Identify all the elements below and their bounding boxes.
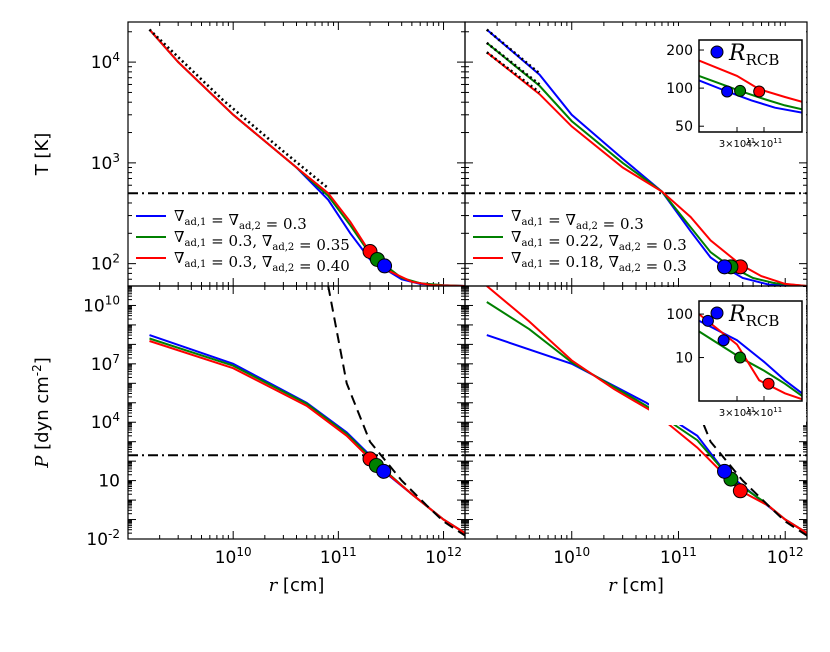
x-axis-label: r [cm] bbox=[269, 575, 325, 596]
rcb-marker bbox=[377, 258, 393, 274]
series-line bbox=[149, 334, 465, 534]
y-tick-label: 104 bbox=[91, 410, 120, 433]
inset-background bbox=[649, 287, 806, 425]
rcb-marker bbox=[376, 463, 392, 479]
axes-frame bbox=[127, 285, 466, 540]
panel-bottom-left: 10-2 10 104 107 1010 1010 1011 1012 P [dyn cm-2]… bbox=[30, 285, 466, 596]
y-tick-label: 104 bbox=[91, 50, 120, 73]
series-line bbox=[327, 286, 465, 537]
x-tick-label: 1012 bbox=[425, 545, 462, 568]
legend-entry: ∇ad,1 = ∇ad,2 = 0.3 bbox=[174, 207, 307, 233]
x-tick-label: 1011 bbox=[320, 545, 357, 568]
inset-x-tick-label: 3×1011 bbox=[719, 406, 755, 419]
inset-legend-label: RRCB bbox=[728, 302, 779, 330]
inset-series-line bbox=[699, 330, 802, 397]
series-line bbox=[485, 41, 541, 86]
x-tick-label: 1011 bbox=[660, 545, 697, 568]
legend-entry: ∇ad,1 = ∇ad,2 = 0.3 bbox=[511, 207, 644, 233]
inset-frame bbox=[698, 300, 803, 402]
inset-rcb-marker bbox=[721, 85, 734, 98]
legend: ∇ad,1 = ∇ad,2 = 0.3∇ad,1 = 0.22, ∇ad,2 =… bbox=[473, 207, 687, 275]
y-tick-label: 10-2 bbox=[86, 527, 120, 550]
inset-rcb-marker bbox=[762, 377, 775, 390]
rcb-marker bbox=[717, 463, 733, 479]
inset-rcb-marker bbox=[734, 351, 747, 364]
x-axis-label: r [cm] bbox=[608, 575, 664, 596]
series-line bbox=[486, 51, 807, 286]
series-line bbox=[148, 28, 465, 286]
inset-y-tick-label: 50 bbox=[675, 119, 693, 135]
inset-rcb-marker bbox=[734, 84, 747, 97]
inset-rcb-marker bbox=[717, 334, 730, 347]
series-line bbox=[149, 337, 465, 534]
legend-entry: ∇ad,1 = 0.18, ∇ad,2 = 0.3 bbox=[511, 249, 687, 275]
y-tick-label: 107 bbox=[91, 352, 120, 375]
y-tick-label: 102 bbox=[91, 252, 120, 275]
rcb-marker bbox=[732, 483, 748, 499]
series-line bbox=[486, 28, 807, 286]
series-line bbox=[485, 28, 541, 75]
x-tick-label: 1010 bbox=[553, 545, 590, 568]
series-line bbox=[149, 340, 465, 534]
inset-x-tick-label: 4×1011 bbox=[746, 137, 782, 150]
legend-entry: ∇ad,1 = 0.3, ∇ad,2 = 0.40 bbox=[174, 249, 350, 275]
inset-x-tick-label: 3×1011 bbox=[719, 137, 755, 150]
y-tick-label: 103 bbox=[91, 151, 120, 174]
y-axis-label: T [K] bbox=[32, 133, 53, 177]
inset-y-tick-label: 10 bbox=[675, 351, 693, 367]
panel-top-right: ∇ad,1 = ∇ad,2 = 0.3∇ad,1 = 0.22, ∇ad,2 =… bbox=[464, 21, 808, 287]
y-axis-label: P [dyn cm-2] bbox=[30, 357, 53, 469]
series-line bbox=[148, 28, 330, 190]
inset-series-line bbox=[699, 79, 802, 114]
inset-y-tick-label: 200 bbox=[666, 43, 693, 59]
axes-frame bbox=[464, 285, 808, 540]
y-tick-label: 1010 bbox=[83, 293, 120, 316]
inset-x-tick-label: 4×1011 bbox=[746, 406, 782, 419]
x-tick-label: 1010 bbox=[215, 545, 252, 568]
inset-y-tick-label: 100 bbox=[666, 81, 693, 97]
legend: ∇ad,1 = ∇ad,2 = 0.3∇ad,1 = 0.3, ∇ad,2 = … bbox=[136, 207, 350, 275]
x-tick-label: 1012 bbox=[767, 545, 804, 568]
legend-entry: ∇ad,1 = 0.22, ∇ad,2 = 0.3 bbox=[511, 228, 687, 254]
inset-legend-marker bbox=[710, 306, 724, 320]
series-line bbox=[486, 42, 807, 286]
rcb-marker bbox=[717, 259, 733, 275]
inset-rcb-marker bbox=[753, 85, 766, 98]
inset-frame bbox=[698, 39, 803, 133]
inset-rcb-marker bbox=[701, 314, 714, 327]
inset-legend-marker bbox=[710, 45, 724, 59]
inset-legend-label: RRCB bbox=[728, 41, 779, 69]
series-line bbox=[486, 51, 541, 94]
legend-entry: ∇ad,1 = 0.3, ∇ad,2 = 0.35 bbox=[174, 228, 350, 254]
ticks bbox=[127, 22, 465, 287]
inset-y-tick-label: 100 bbox=[666, 307, 693, 323]
y-tick-label: 10 bbox=[98, 472, 120, 492]
ticks bbox=[127, 285, 465, 540]
